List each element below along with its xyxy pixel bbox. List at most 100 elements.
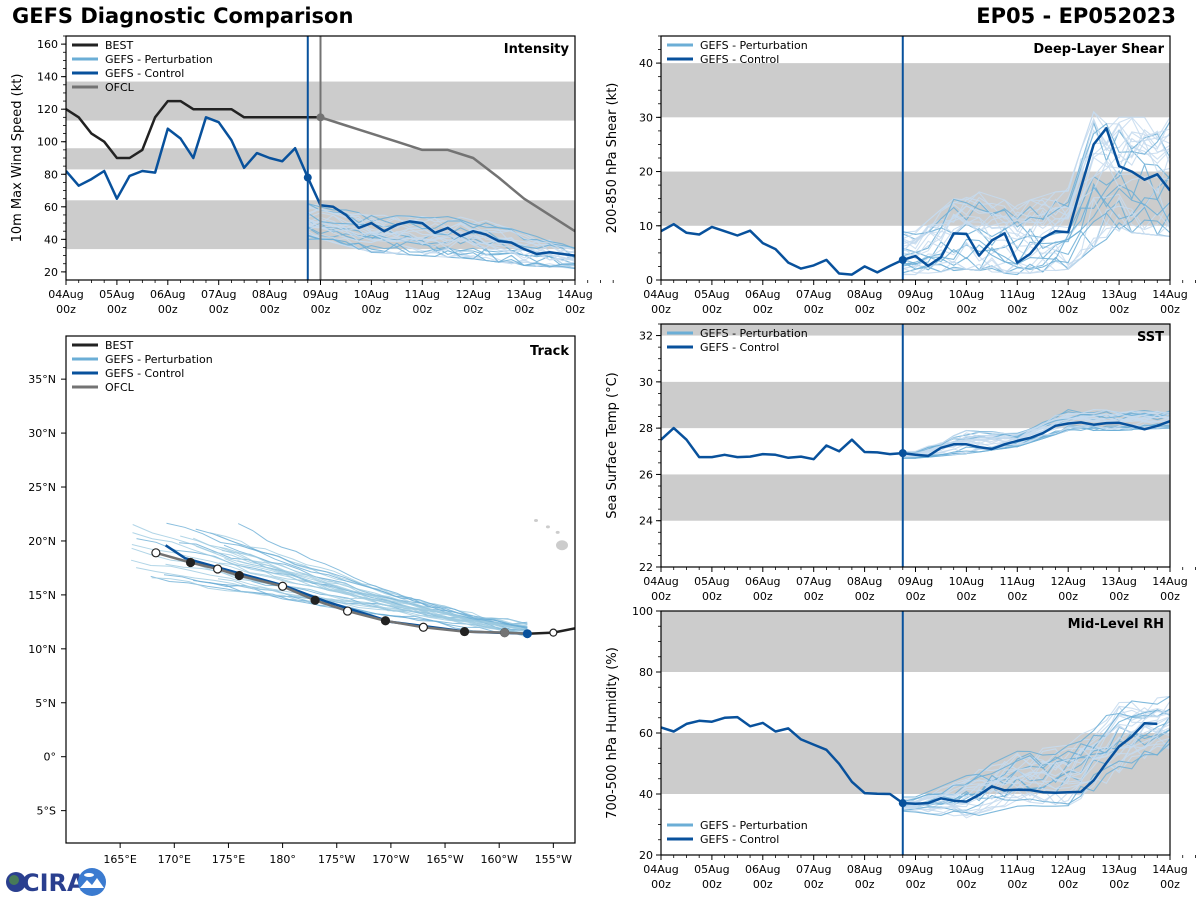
x-tick-label-date: 12Aug — [1050, 575, 1085, 588]
x-tick-label-hour: 00z — [651, 878, 671, 891]
legend-label: OFCL — [105, 381, 135, 394]
x-tick-label-date: 07Aug — [796, 288, 831, 301]
control-line — [661, 420, 1170, 461]
x-tick-label-hour: 00z — [804, 303, 824, 316]
mountain-icon — [80, 878, 104, 888]
lat-tick-label: 0° — [44, 751, 57, 764]
island-shape — [545, 525, 550, 529]
lat-tick-label: 35°N — [28, 373, 56, 386]
x-tick-label-date: 10Aug — [354, 288, 389, 301]
y-tick-label: 140 — [37, 71, 58, 84]
best-track-marker — [549, 628, 558, 637]
lat-tick-label: 30°N — [28, 427, 56, 440]
perturbation-member-line — [902, 409, 1170, 452]
x-tick-label-date: 05Aug — [694, 575, 729, 588]
y-tick-label: 32 — [639, 330, 653, 343]
lat-tick-label: 20°N — [28, 535, 56, 548]
x-tick-label-hour: 00z — [651, 303, 671, 316]
x-tick-label-hour: 00z — [1109, 878, 1129, 891]
x-tick-label-date: 13Aug — [506, 288, 541, 301]
perturbation-track-line — [132, 524, 528, 632]
x-tick-label-date: 05Aug — [99, 288, 134, 301]
cloud-icon — [84, 873, 94, 877]
lon-tick-label: 175°E — [212, 853, 245, 866]
perturbation-track-line — [195, 545, 528, 638]
track-marker-open — [151, 548, 161, 558]
panel-title: Intensity — [504, 42, 570, 57]
x-tick-label-hour: 00z — [463, 303, 483, 316]
perturbation-member-line — [902, 186, 1170, 266]
perturbation-track-line — [251, 546, 528, 625]
x-tick-label-hour: 00z — [1058, 878, 1078, 891]
perturbation-member-line — [902, 110, 1170, 234]
x-tick-label-date: 11Aug — [405, 288, 440, 301]
perturbation-member-line — [307, 207, 575, 251]
perturbation-member-line — [902, 730, 1170, 812]
perturbation-track-line — [132, 532, 528, 636]
lon-tick-label: 165°W — [426, 853, 463, 866]
x-tick-label-date: 05Aug — [694, 288, 729, 301]
y-tick-label: 60 — [44, 201, 58, 214]
x-tick-label-hour: 00z — [906, 590, 926, 603]
panel-sst: 22 24 26 28 30 32 04Aug 00z 05Aug 00z 06Aug 00z 07Au… — [605, 323, 1196, 603]
x-tick-label-hour: 00z — [906, 878, 926, 891]
x-tick-label-date: 06Aug — [745, 575, 780, 588]
perturbation-member-line — [902, 196, 1170, 269]
y-tick-label: 24 — [639, 515, 653, 528]
control-init-marker — [898, 449, 907, 458]
x-tick-label-date: 05Aug — [694, 863, 729, 876]
x-tick-label-hour: 00z — [107, 303, 127, 316]
plot-area — [661, 611, 1170, 855]
lon-tick-label: 170°E — [158, 853, 191, 866]
x-tick-label-hour: 00z — [1160, 590, 1180, 603]
x-tick-label-date: 12Aug — [1050, 863, 1085, 876]
lon-tick-label: 160°W — [481, 853, 518, 866]
y-tick-label: 20 — [639, 849, 653, 862]
perturbation-member-line — [902, 738, 1170, 816]
lat-tick-label: 25°N — [28, 481, 56, 494]
ofcl-init-marker — [500, 628, 510, 638]
x-tick-label-date: 14Aug — [1152, 575, 1187, 588]
x-tick-label-date: 11Aug — [1000, 863, 1035, 876]
lon-tick-label: 170°W — [372, 853, 409, 866]
perturbation-member-line — [902, 695, 1170, 802]
x-tick-label-hour: 00z — [855, 590, 875, 603]
x-tick-label-date: 04Aug — [643, 575, 678, 588]
x-tick-label-date: 09Aug — [303, 288, 338, 301]
y-tick-label: 40 — [639, 57, 653, 70]
perturbation-track-line — [237, 523, 528, 634]
perturbation-member-line — [902, 121, 1170, 235]
legend-label: GEFS - Control — [105, 367, 184, 380]
y-tick-label: 40 — [44, 233, 58, 246]
track-marker-filled — [380, 616, 391, 626]
perturbation-member-line — [902, 708, 1170, 804]
perturbation-member-line — [307, 222, 575, 262]
perturbation-member-line — [307, 204, 575, 249]
x-tick-label-date: 06Aug — [745, 288, 780, 301]
x-tick-label-hour: 00z — [753, 303, 773, 316]
island-shape — [555, 530, 560, 534]
x-tick-label-hour: 00z — [514, 303, 534, 316]
x-tick-label-hour: 00z — [1058, 590, 1078, 603]
lat-tick-label: 5°N — [35, 697, 56, 710]
perturbation-member-line — [902, 716, 1170, 803]
lon-tick-label: 155°W — [535, 853, 572, 866]
perturbation-track-line — [195, 528, 528, 629]
logo-text: CIRA — [22, 869, 86, 897]
x-tick-label-hour: 00z — [260, 303, 280, 316]
legend-label: BEST — [105, 39, 133, 52]
perturbation-member-line — [902, 117, 1170, 243]
axes-frame — [660, 323, 1171, 568]
lon-tick-label: 180° — [269, 853, 296, 866]
threshold-band — [661, 611, 1170, 672]
lat-tick-label: 5°S — [37, 805, 56, 818]
threshold-band — [661, 63, 1170, 118]
track-marker-open — [342, 606, 353, 616]
y-tick-label: 10 — [639, 220, 653, 233]
x-tick-label-hour: 00z — [651, 590, 671, 603]
cira-logo: CIRA — [6, 868, 106, 897]
x-tick-label-date: 08Aug — [847, 863, 882, 876]
